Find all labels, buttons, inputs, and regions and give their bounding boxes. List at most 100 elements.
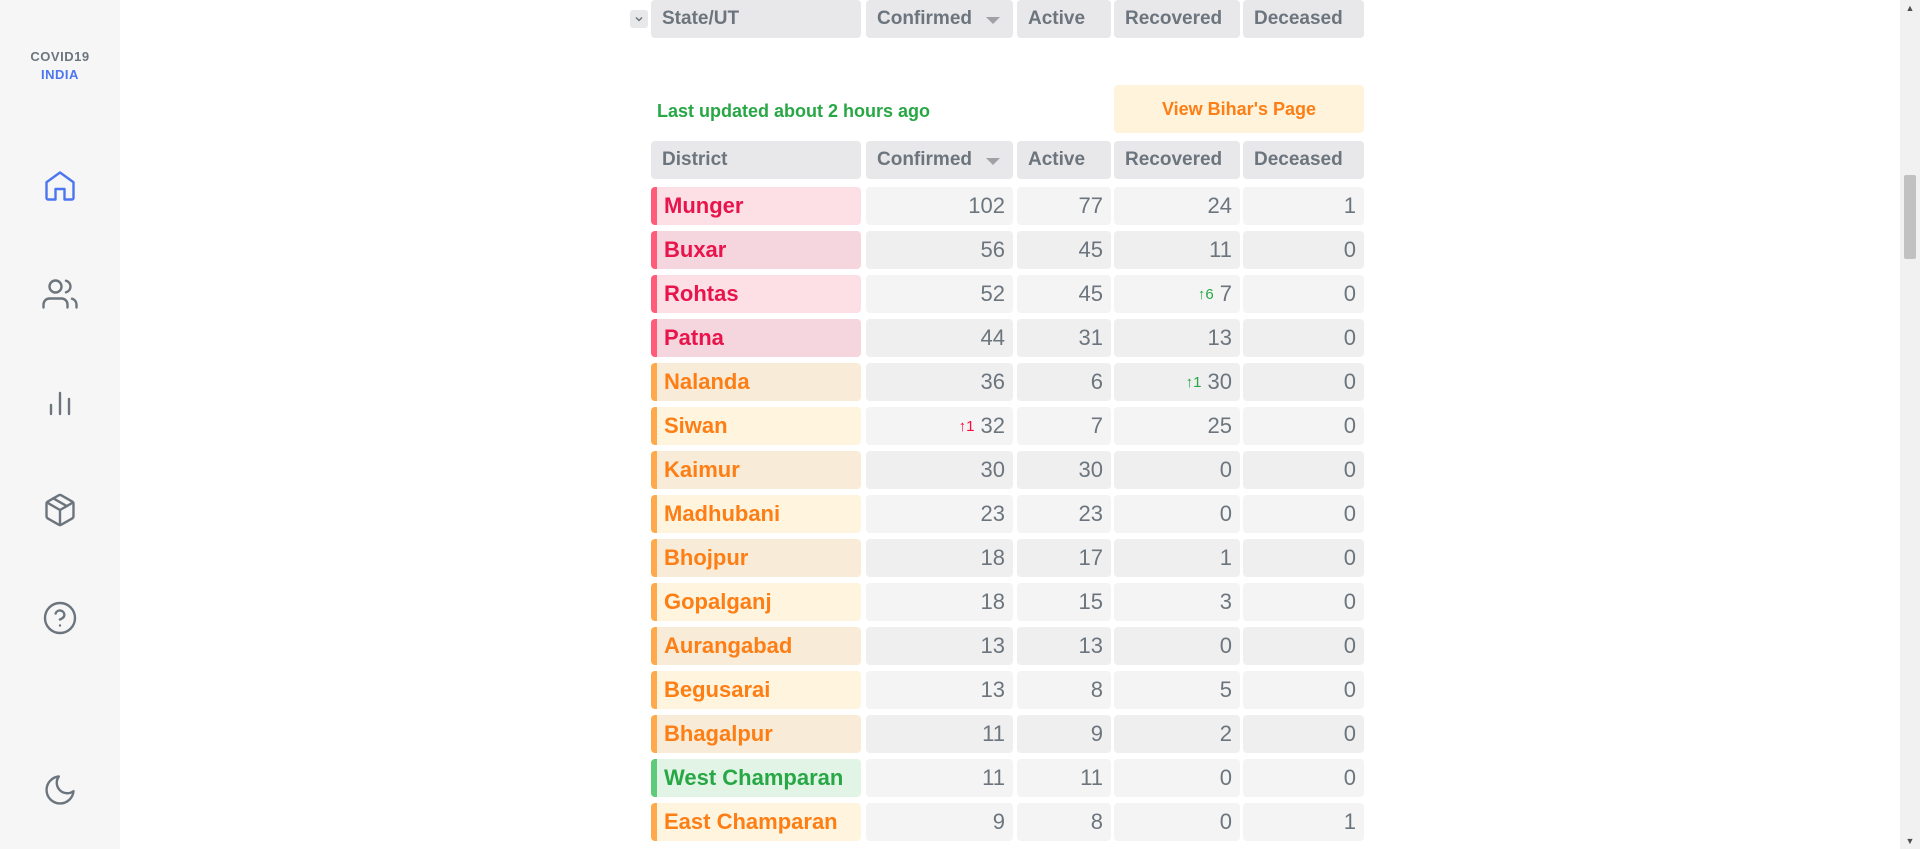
table-row[interactable]: Kaimur 30 30 0 0: [630, 451, 1370, 489]
active-value: 7: [1017, 407, 1111, 445]
header-confirmed[interactable]: Confirmed: [866, 0, 1013, 38]
deceased-value: 0: [1243, 451, 1364, 489]
collapse-caret-icon[interactable]: [630, 10, 648, 28]
recovered-value: 2: [1114, 715, 1240, 753]
deceased-value: 0: [1243, 583, 1364, 621]
package-icon[interactable]: [40, 490, 80, 530]
active-value: 9: [1017, 715, 1111, 753]
bar-chart-icon[interactable]: [40, 382, 80, 422]
district-name: Siwan: [651, 407, 861, 445]
table-row[interactable]: Bhagalpur 11 9 2 0: [630, 715, 1370, 753]
app-logo[interactable]: COVID19 INDIA: [0, 48, 120, 84]
deceased-value: 0: [1243, 407, 1364, 445]
active-value: 8: [1017, 803, 1111, 841]
table-row[interactable]: East Champaran 9 8 0 1: [630, 803, 1370, 841]
recovered-value: 13: [1114, 319, 1240, 357]
severity-bar: [651, 407, 657, 445]
confirmed-number: 32: [980, 413, 1005, 438]
table-row[interactable]: Siwan ↑1 32 7 25 0: [630, 407, 1370, 445]
table-row[interactable]: Bhojpur 18 17 1 0: [630, 539, 1370, 577]
logo-line-2: INDIA: [41, 67, 79, 82]
table-row[interactable]: Munger 102 77 24 1: [630, 187, 1370, 225]
scroll-up-icon[interactable]: ▲: [1905, 3, 1915, 13]
header-district-active[interactable]: Active: [1017, 141, 1111, 179]
header-state-ut[interactable]: State/UT: [651, 0, 861, 38]
confirmed-value: 44: [866, 319, 1013, 357]
header-active[interactable]: Active: [1017, 0, 1111, 38]
header-district-deceased[interactable]: Deceased: [1243, 141, 1364, 179]
district-name: Patna: [651, 319, 861, 357]
confirmed-value: 30: [866, 451, 1013, 489]
confirmed-value: 102: [866, 187, 1013, 225]
district-name: Aurangabad: [651, 627, 861, 665]
confirmed-value: 9: [866, 803, 1013, 841]
severity-bar: [651, 319, 657, 357]
table-row[interactable]: Rohtas 52 45 ↑6 7 0: [630, 275, 1370, 313]
header-district[interactable]: District: [651, 141, 861, 179]
recovered-value: 24: [1114, 187, 1240, 225]
table-row[interactable]: Aurangabad 13 13 0 0: [630, 627, 1370, 665]
deceased-value: 0: [1243, 363, 1364, 401]
moon-icon[interactable]: [40, 770, 80, 810]
district-name: Gopalganj: [651, 583, 861, 621]
header-recovered[interactable]: Recovered: [1114, 0, 1240, 38]
district-name-label: Buxar: [664, 237, 727, 262]
district-name: Madhubani: [651, 495, 861, 533]
table-row[interactable]: Buxar 56 45 11 0: [630, 231, 1370, 269]
table-row[interactable]: West Champaran 11 11 0 0: [630, 759, 1370, 797]
deceased-value: 0: [1243, 319, 1364, 357]
recovered-value: 0: [1114, 803, 1240, 841]
recovered-value: 25: [1114, 407, 1240, 445]
confirmed-delta: ↑1: [958, 417, 975, 435]
scroll-down-icon[interactable]: ▼: [1905, 836, 1915, 846]
home-icon[interactable]: [40, 166, 80, 206]
users-icon[interactable]: [40, 274, 80, 314]
recovered-value: 11: [1114, 231, 1240, 269]
deceased-value: 1: [1243, 803, 1364, 841]
header-deceased[interactable]: Deceased: [1243, 0, 1364, 38]
table-row[interactable]: Nalanda 36 6 ↑1 30 0: [630, 363, 1370, 401]
district-name-label: Begusarai: [664, 677, 771, 702]
recovered-value: ↑1 30: [1114, 363, 1240, 401]
confirmed-value: 11: [866, 759, 1013, 797]
active-value: 45: [1017, 275, 1111, 313]
view-state-page-button[interactable]: View Bihar's Page: [1114, 85, 1364, 133]
district-name: Bhagalpur: [651, 715, 861, 753]
table-row[interactable]: Madhubani 23 23 0 0: [630, 495, 1370, 533]
confirmed-value: ↑1 32: [866, 407, 1013, 445]
help-circle-icon[interactable]: [40, 598, 80, 638]
district-name-label: Munger: [664, 193, 744, 218]
confirmed-value: 36: [866, 363, 1013, 401]
recovered-value: 0: [1114, 627, 1240, 665]
severity-bar: [651, 671, 657, 709]
table-row[interactable]: Gopalganj 18 15 3 0: [630, 583, 1370, 621]
deceased-value: 0: [1243, 715, 1364, 753]
district-name: Nalanda: [651, 363, 861, 401]
recovered-value: 1: [1114, 539, 1240, 577]
severity-bar: [651, 495, 657, 533]
severity-bar: [651, 231, 657, 269]
district-name-label: Gopalganj: [664, 589, 772, 614]
header-district-recovered[interactable]: Recovered: [1114, 141, 1240, 179]
active-value: 15: [1017, 583, 1111, 621]
confirmed-value: 23: [866, 495, 1013, 533]
header-district-confirmed[interactable]: Confirmed: [866, 141, 1013, 179]
deceased-value: 0: [1243, 759, 1364, 797]
active-value: 45: [1017, 231, 1111, 269]
table-row[interactable]: Patna 44 31 13 0: [630, 319, 1370, 357]
district-name-label: Bhagalpur: [664, 721, 773, 746]
scrollbar-thumb[interactable]: [1904, 175, 1916, 259]
active-value: 30: [1017, 451, 1111, 489]
severity-bar: [651, 715, 657, 753]
active-value: 6: [1017, 363, 1111, 401]
district-name-label: Rohtas: [664, 281, 739, 306]
confirmed-value: 56: [866, 231, 1013, 269]
deceased-value: 1: [1243, 187, 1364, 225]
recovered-value: 0: [1114, 759, 1240, 797]
district-name: Bhojpur: [651, 539, 861, 577]
confirmed-value: 13: [866, 671, 1013, 709]
confirmed-value: 52: [866, 275, 1013, 313]
table-row[interactable]: Begusarai 13 8 5 0: [630, 671, 1370, 709]
deceased-value: 0: [1243, 671, 1364, 709]
vertical-scrollbar[interactable]: ▲ ▼: [1900, 0, 1920, 849]
